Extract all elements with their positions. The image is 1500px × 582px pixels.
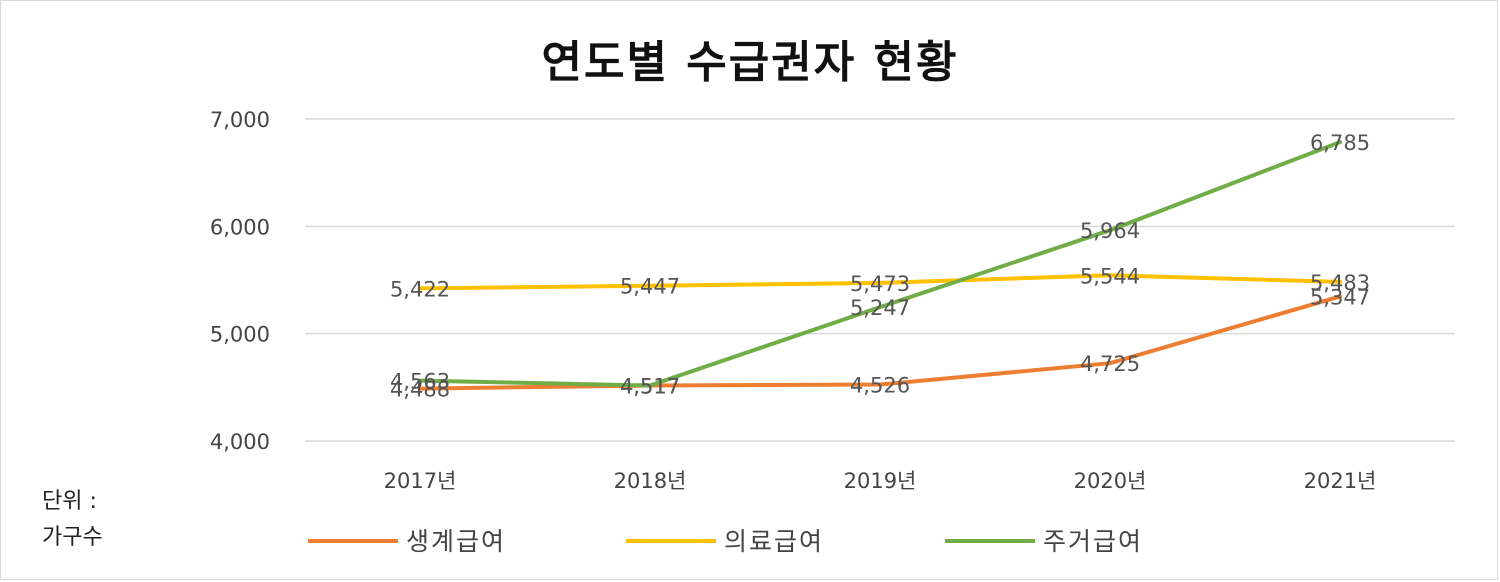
chart-title: 연도별 수급권자 현황 bbox=[541, 37, 959, 88]
data-point bbox=[1338, 279, 1342, 284]
x-tick-label: 2018년 bbox=[614, 469, 687, 493]
x-tick-label: 2020년 bbox=[1074, 469, 1147, 493]
x-tick-label: 2021년 bbox=[1304, 469, 1377, 493]
data-label: 4,517 bbox=[620, 375, 680, 399]
data-point bbox=[648, 383, 652, 388]
data-label: 5,964 bbox=[1080, 219, 1140, 243]
data-point bbox=[878, 280, 882, 285]
y-tick-label: 4,000 bbox=[210, 430, 270, 454]
data-label: 4,725 bbox=[1080, 352, 1140, 376]
legend-item: 생계급여 bbox=[308, 527, 506, 556]
data-label: 5,483 bbox=[1310, 271, 1370, 295]
data-point bbox=[1338, 140, 1342, 145]
data-label: 5,347 bbox=[1310, 285, 1370, 309]
legend: 생계급여 의료급여 주거급여 bbox=[308, 527, 1143, 556]
data-point bbox=[878, 382, 882, 387]
data-labels: 4,488 4,517 4,526 4,725 5,347 5,422 5,447 5,473… bbox=[390, 131, 1370, 402]
data-point bbox=[1338, 294, 1342, 299]
data-point bbox=[418, 378, 422, 383]
legend-label: 주거급여 bbox=[1043, 527, 1143, 556]
unit-label: 단위 : 가구수 bbox=[42, 489, 103, 550]
data-label: 5,422 bbox=[390, 277, 450, 301]
data-point bbox=[418, 386, 422, 391]
data-point bbox=[1108, 361, 1112, 366]
data-point bbox=[878, 305, 882, 310]
x-tick-label: 2019년 bbox=[844, 469, 917, 493]
data-label: 4,563 bbox=[390, 370, 450, 394]
y-axis-ticks: 4,000 5,000 6,000 7,000 bbox=[210, 108, 270, 454]
x-axis-ticks: 2017년 2018년 2019년 2020년 2021년 bbox=[384, 469, 1377, 493]
data-label: 4,526 bbox=[850, 374, 910, 398]
gridlines bbox=[305, 118, 1455, 442]
y-tick-label: 7,000 bbox=[210, 108, 270, 132]
legend-item: 의료급여 bbox=[626, 527, 824, 556]
data-label: 5,544 bbox=[1080, 264, 1140, 288]
data-label: 5,447 bbox=[620, 275, 680, 299]
legend-item: 주거급여 bbox=[945, 527, 1143, 556]
series-line-3 bbox=[418, 140, 1342, 388]
legend-label: 의료급여 bbox=[724, 527, 824, 556]
y-tick-label: 5,000 bbox=[210, 323, 270, 347]
series-lines bbox=[418, 140, 1342, 391]
data-point bbox=[1108, 228, 1112, 233]
data-label: 4,517 bbox=[620, 375, 680, 399]
data-point bbox=[1108, 273, 1112, 278]
data-point bbox=[648, 283, 652, 288]
legend-label: 생계급여 bbox=[406, 527, 506, 556]
data-point bbox=[418, 286, 422, 291]
data-label: 4,488 bbox=[390, 378, 450, 402]
y-tick-label: 6,000 bbox=[210, 215, 270, 239]
data-label: 6,785 bbox=[1310, 131, 1370, 155]
data-label: 5,473 bbox=[850, 272, 910, 296]
x-tick-label: 2017년 bbox=[384, 469, 457, 493]
data-label: 5,247 bbox=[850, 296, 910, 320]
